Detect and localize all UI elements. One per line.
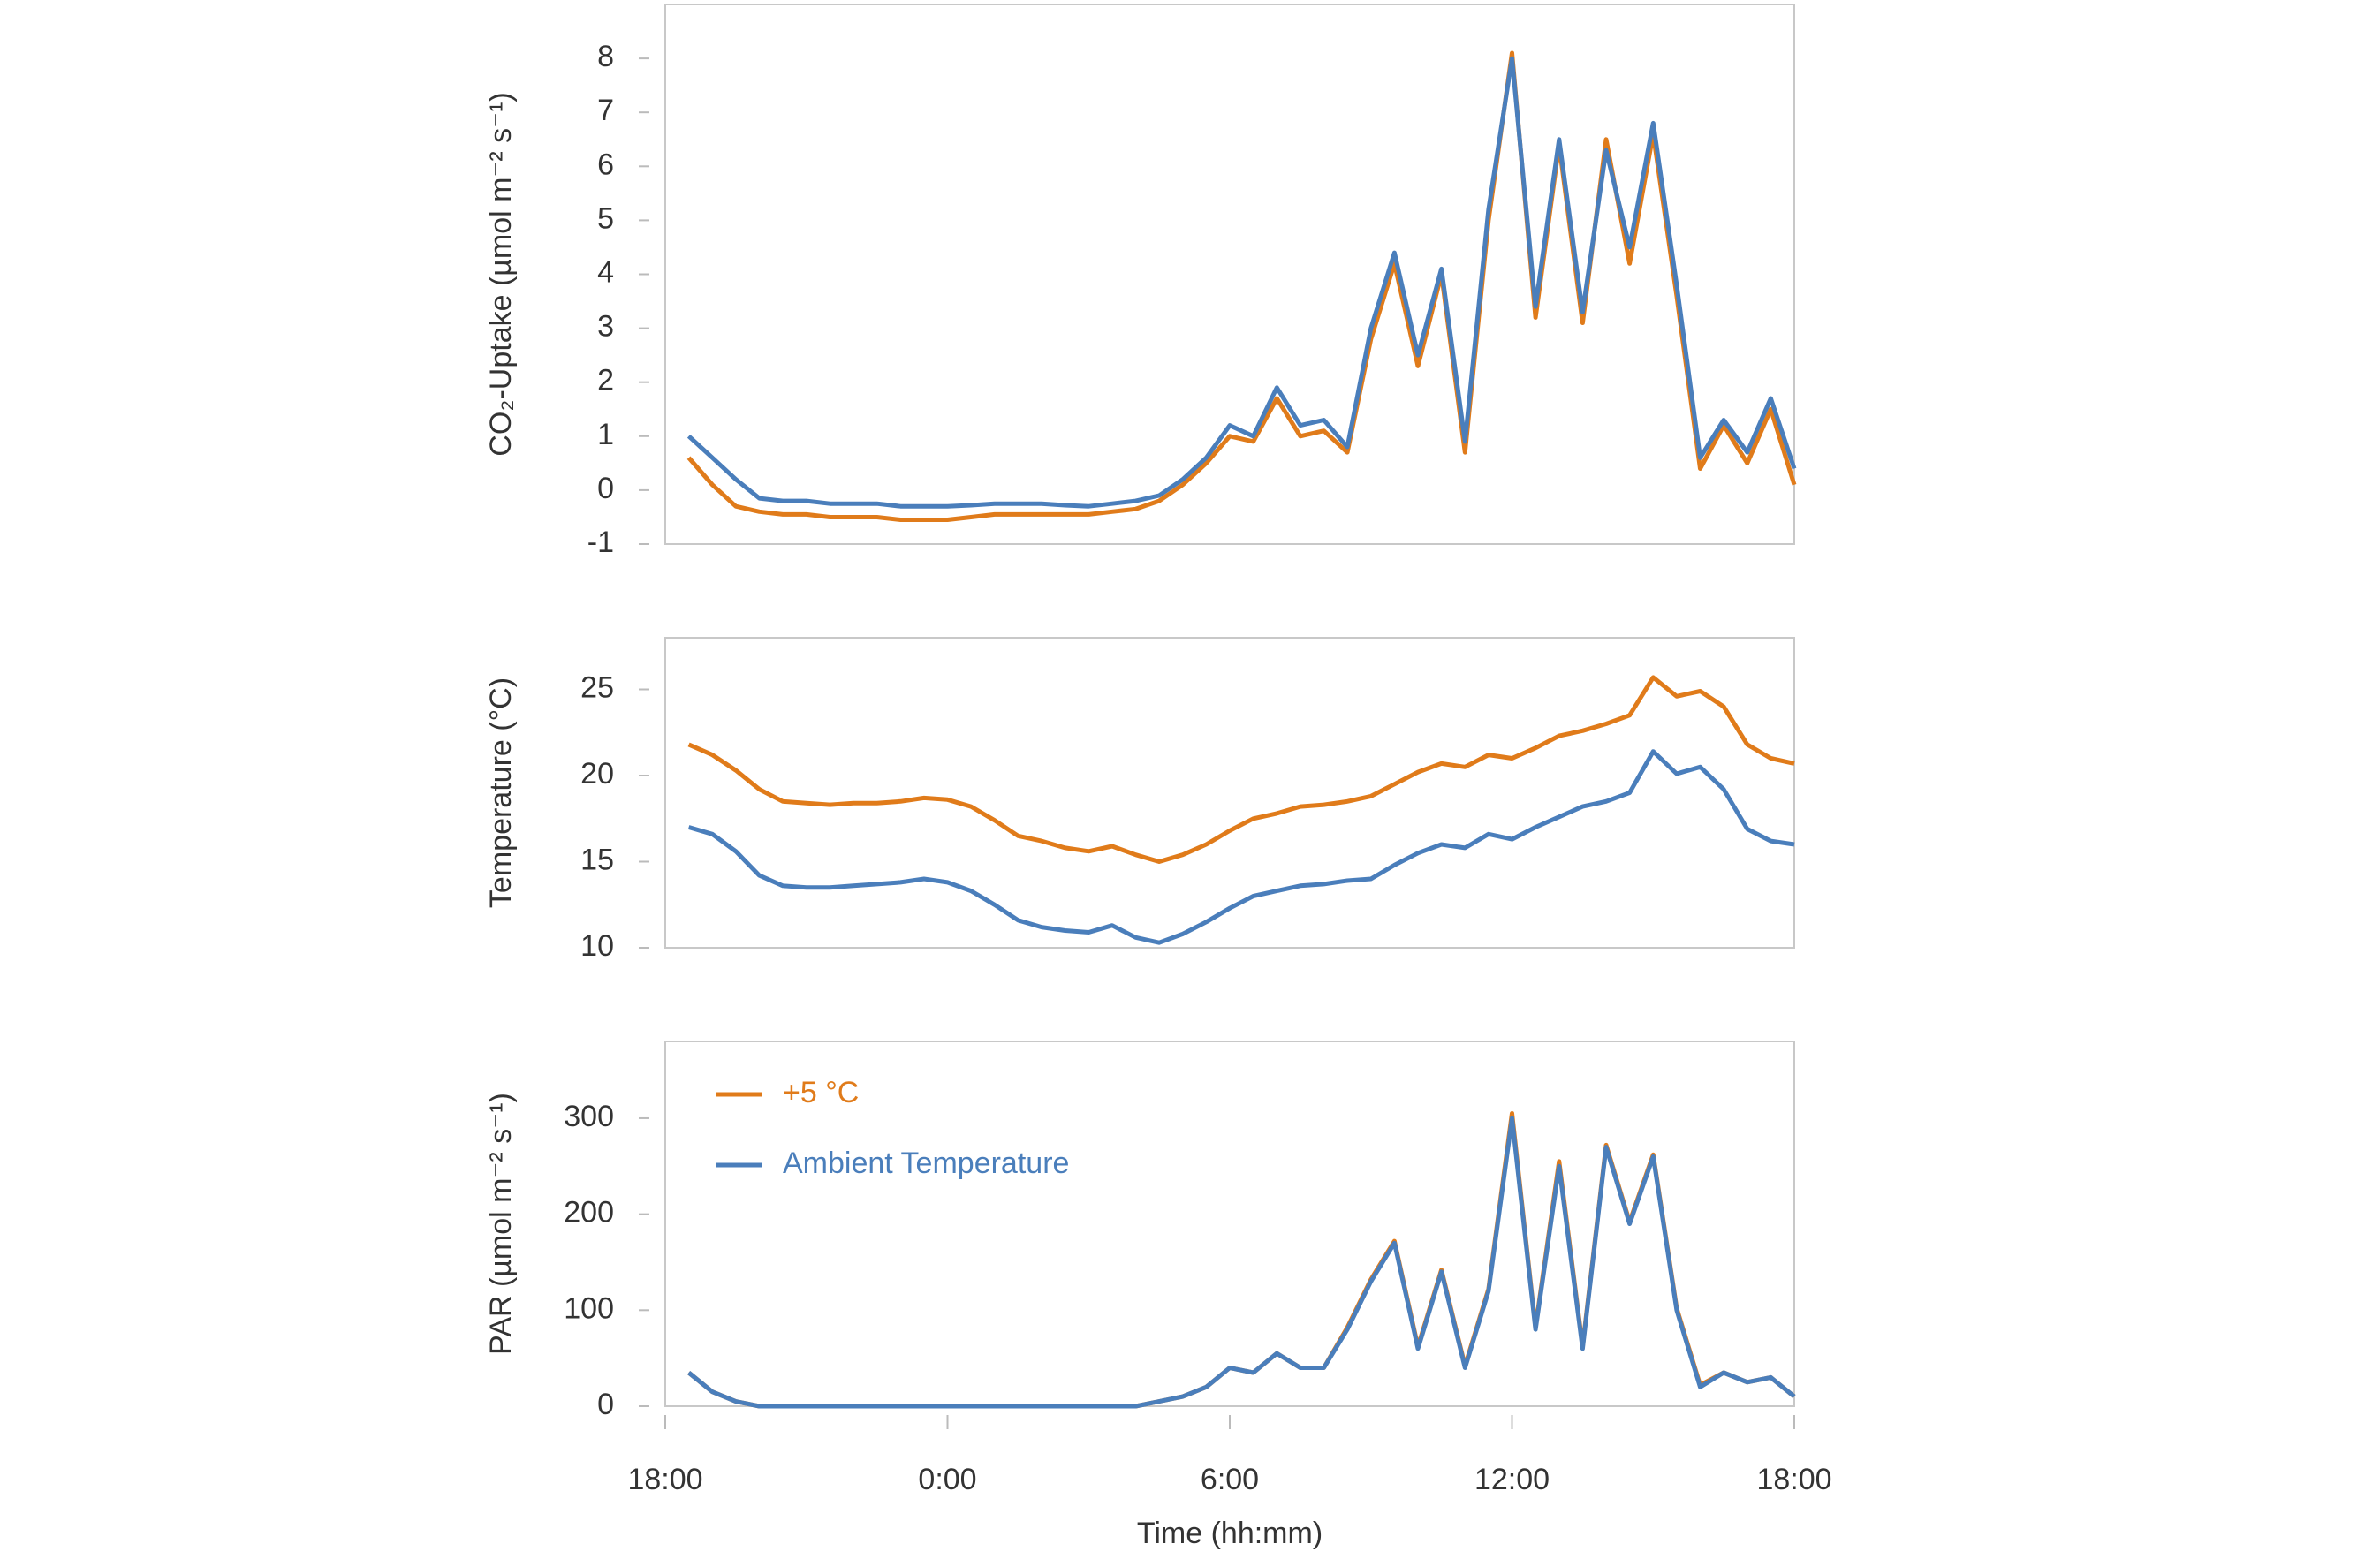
y-tick-label: 2 <box>597 364 614 397</box>
line-series <box>687 675 1795 864</box>
x-axis-label: Time (hh:mm) <box>1137 1517 1323 1550</box>
y-tick-label: 5 <box>597 201 614 235</box>
line-series <box>686 56 1797 509</box>
line-series <box>686 50 1797 522</box>
y-axis-label: CO₂-Uptake (µmol m⁻² s⁻¹) <box>484 92 518 456</box>
y-tick-label: -1 <box>587 526 614 559</box>
y-tick-label: 8 <box>597 40 614 73</box>
plot-frame <box>664 4 1795 545</box>
y-tick-label: 1 <box>597 418 614 451</box>
line-series <box>687 749 1795 945</box>
y-axis-label: PAR (µmol m⁻² s⁻¹) <box>484 1093 518 1355</box>
legend-label: Ambient Temperature <box>783 1147 1069 1180</box>
x-tick-label: 18:00 <box>627 1463 702 1496</box>
y-tick-label: 4 <box>597 255 614 289</box>
y-tick-label: 6 <box>597 148 614 181</box>
x-tick-label: 6:00 <box>1201 1463 1259 1496</box>
line-series <box>687 1116 1796 1409</box>
y-tick-label: 0 <box>597 1388 614 1421</box>
y-tick-label: 300 <box>564 1100 614 1133</box>
y-tick-label: 7 <box>597 94 614 127</box>
plot-frame <box>664 1041 1795 1407</box>
y-tick-label: 10 <box>580 929 614 963</box>
y-tick-label: 25 <box>580 670 614 704</box>
y-axis-label: Temperature (°C) <box>484 677 518 908</box>
y-tick-label: 100 <box>564 1291 614 1325</box>
x-tick-label: 18:00 <box>1756 1463 1831 1496</box>
y-tick-label: 15 <box>580 843 614 876</box>
y-tick-label: 0 <box>597 472 614 505</box>
x-tick-label: 12:00 <box>1474 1463 1550 1496</box>
legend-label: +5 °C <box>783 1076 859 1109</box>
x-tick-label: 0:00 <box>918 1463 976 1496</box>
plot-frame <box>664 637 1795 949</box>
y-tick-label: 200 <box>564 1196 614 1230</box>
y-tick-label: 3 <box>597 310 614 344</box>
y-tick-label: 20 <box>580 757 614 791</box>
